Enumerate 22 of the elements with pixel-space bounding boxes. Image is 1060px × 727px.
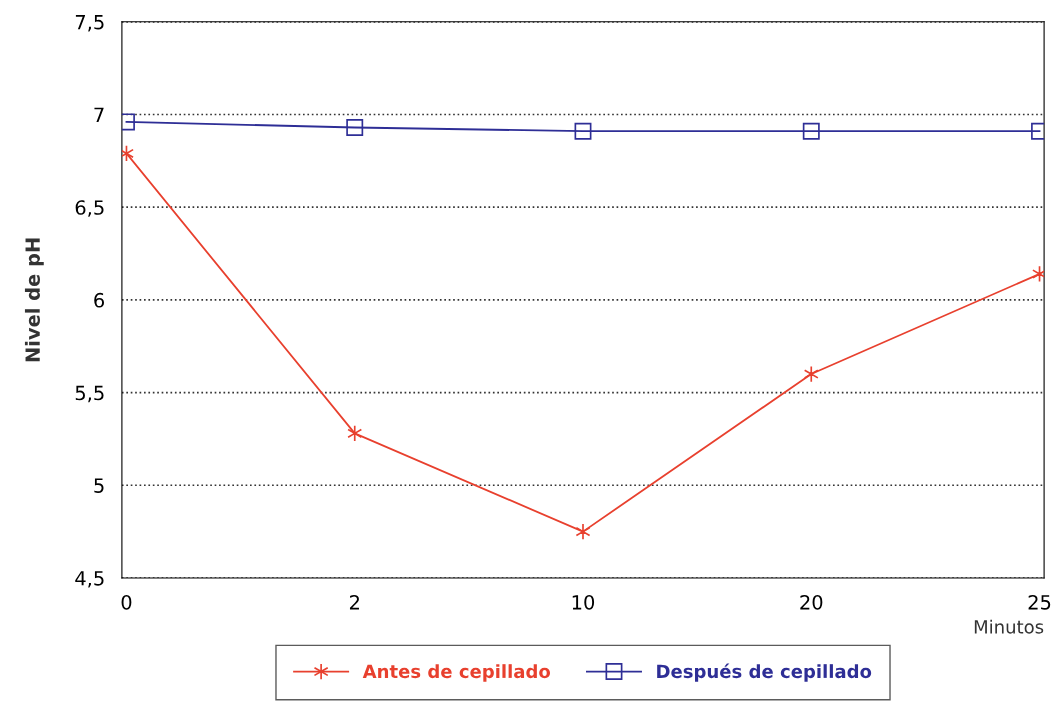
x-tick-label: 25 xyxy=(1028,594,1051,610)
point xyxy=(347,424,363,442)
y-tick-label: 6 xyxy=(94,292,105,308)
point xyxy=(802,122,820,140)
x-tick-label: 2 xyxy=(349,594,359,610)
x-tick-label: 20 xyxy=(800,594,823,610)
y-tick-label: 7 xyxy=(94,107,104,122)
y-tick-label: 6,5 xyxy=(75,200,104,217)
point xyxy=(574,122,592,140)
legend-label: Antes de cepillado xyxy=(362,664,551,682)
legend-label: Después de cepillado xyxy=(657,663,872,682)
point xyxy=(346,119,364,136)
y-tick-label: 5,5 xyxy=(75,385,104,403)
y-tick-label: 5 xyxy=(94,478,104,493)
y-tick-label: 4,5 xyxy=(75,571,104,588)
x-axis-title: Minutos xyxy=(974,619,1044,634)
y-axis-title: Nivel de pH xyxy=(24,238,44,362)
x-tick-label: 10 xyxy=(572,594,595,610)
y-tick-label: 7,5 xyxy=(75,15,104,32)
point xyxy=(803,365,819,383)
point xyxy=(575,523,591,541)
x-tick-label: 0 xyxy=(121,594,132,610)
